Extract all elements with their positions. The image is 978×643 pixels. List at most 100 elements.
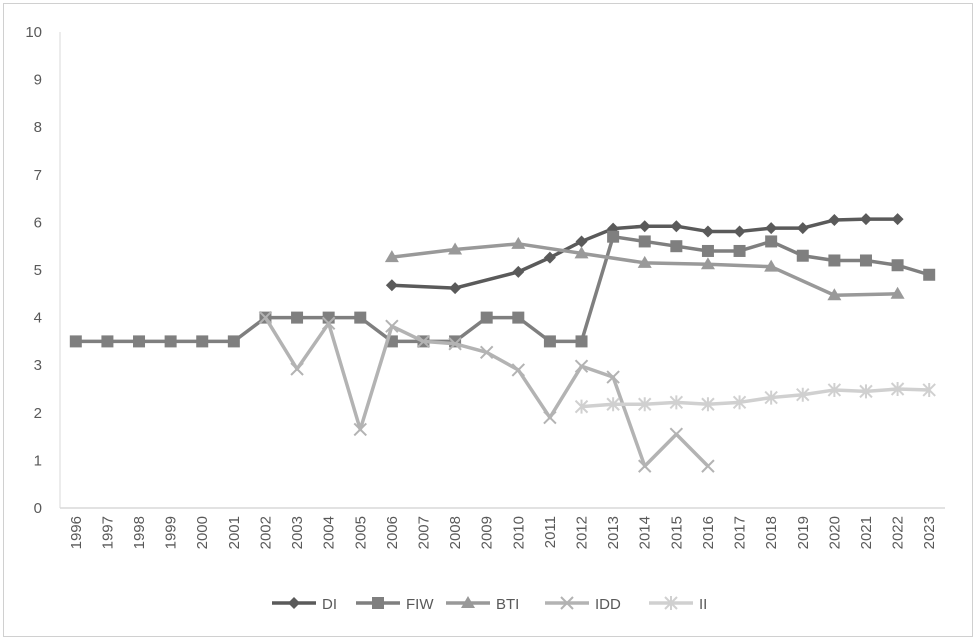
data-point bbox=[258, 310, 273, 325]
data-point bbox=[922, 382, 936, 397]
data-point bbox=[827, 288, 842, 301]
legend-label: II bbox=[699, 596, 707, 613]
legend-item-di: DI bbox=[272, 596, 337, 613]
data-point bbox=[511, 236, 526, 249]
data-point bbox=[733, 244, 746, 257]
x-tick-label: 2021 bbox=[858, 516, 875, 549]
data-point bbox=[732, 395, 747, 410]
x-tick-label: 2019 bbox=[795, 516, 812, 549]
legend-label: FIW bbox=[406, 596, 434, 613]
data-point bbox=[638, 235, 651, 248]
data-point bbox=[512, 265, 525, 278]
data-point bbox=[543, 251, 556, 264]
data-point bbox=[574, 359, 589, 373]
x-tick-label: 2016 bbox=[700, 516, 717, 549]
data-point bbox=[796, 249, 809, 262]
data-point bbox=[890, 286, 905, 299]
x-tick-label: 2002 bbox=[257, 516, 274, 549]
data-point bbox=[701, 244, 714, 257]
legend-item-fiw: FIW bbox=[356, 596, 434, 613]
data-point bbox=[701, 225, 714, 238]
data-point bbox=[890, 382, 905, 396]
y-tick-label: 0 bbox=[34, 500, 42, 517]
legend-label: IDD bbox=[595, 596, 621, 613]
data-point bbox=[353, 422, 367, 437]
data-point bbox=[448, 337, 462, 351]
data-point bbox=[416, 334, 431, 349]
data-point bbox=[701, 397, 715, 412]
data-point bbox=[638, 397, 652, 412]
data-point bbox=[607, 230, 620, 243]
data-point bbox=[859, 384, 873, 399]
data-point bbox=[227, 335, 240, 348]
data-point bbox=[796, 387, 810, 402]
x-tick-label: 2010 bbox=[510, 516, 527, 549]
x-tick-label: 2005 bbox=[352, 516, 369, 549]
data-point bbox=[384, 250, 399, 263]
data-point bbox=[290, 362, 304, 376]
data-point bbox=[891, 213, 904, 226]
data-point bbox=[543, 410, 557, 425]
data-point bbox=[828, 254, 841, 267]
y-tick-label: 4 bbox=[34, 310, 42, 327]
data-point bbox=[765, 235, 778, 248]
legend-marker bbox=[664, 596, 678, 610]
data-point bbox=[669, 427, 684, 441]
data-point bbox=[574, 246, 589, 259]
y-tick-label: 2 bbox=[34, 405, 42, 422]
y-tick-label: 3 bbox=[34, 357, 42, 374]
data-point bbox=[448, 242, 463, 255]
x-tick-label: 2009 bbox=[479, 516, 496, 549]
x-tick-label: 2020 bbox=[826, 516, 843, 549]
data-point bbox=[164, 335, 177, 348]
series-line bbox=[581, 387, 930, 409]
series-line bbox=[391, 242, 898, 297]
data-point bbox=[133, 335, 146, 348]
x-tick-label: 2007 bbox=[415, 516, 432, 549]
data-point bbox=[859, 213, 872, 226]
axes: 0 1 2 3 4 5 6 7 8 9 10 1996 1997 1998 1999 2000 2001 2002… bbox=[25, 24, 945, 549]
x-tick-label: 2018 bbox=[763, 516, 780, 549]
y-tick-label: 8 bbox=[34, 119, 42, 136]
data-point bbox=[859, 254, 872, 267]
data-point bbox=[827, 382, 842, 397]
x-tick-label: 2015 bbox=[668, 516, 685, 549]
legend-marker bbox=[461, 596, 475, 608]
chart-frame bbox=[3, 3, 973, 637]
data-point bbox=[69, 335, 82, 348]
legend-label: DI bbox=[322, 596, 337, 613]
data-point bbox=[354, 311, 367, 324]
legend-label: BTI bbox=[496, 596, 519, 613]
data-point bbox=[670, 240, 683, 253]
data-point bbox=[923, 268, 936, 281]
x-tick-label: 2023 bbox=[921, 516, 938, 549]
legend-marker bbox=[372, 597, 384, 609]
data-point bbox=[700, 257, 715, 270]
series-line bbox=[263, 316, 710, 468]
series-idd bbox=[258, 310, 715, 473]
data-point bbox=[512, 311, 525, 324]
data-point bbox=[480, 311, 493, 324]
series-fiw bbox=[69, 230, 936, 348]
data-point bbox=[638, 459, 652, 473]
data-point bbox=[669, 395, 684, 410]
x-tick-label: 2013 bbox=[605, 516, 622, 549]
series-di bbox=[385, 213, 904, 295]
data-point bbox=[638, 220, 651, 233]
data-point bbox=[733, 225, 746, 238]
data-point bbox=[385, 279, 398, 292]
data-point bbox=[670, 220, 683, 233]
data-point bbox=[511, 363, 526, 377]
y-tick-label: 5 bbox=[34, 262, 42, 279]
series-bti bbox=[384, 236, 905, 301]
series-lines bbox=[69, 213, 936, 473]
series-ii bbox=[574, 382, 936, 414]
data-point bbox=[101, 335, 114, 348]
data-point bbox=[449, 282, 462, 295]
data-point bbox=[291, 311, 304, 324]
x-tick-label: 2006 bbox=[384, 516, 401, 549]
x-tick-label: 2000 bbox=[194, 516, 211, 549]
data-point bbox=[764, 259, 779, 272]
data-point bbox=[575, 235, 588, 248]
